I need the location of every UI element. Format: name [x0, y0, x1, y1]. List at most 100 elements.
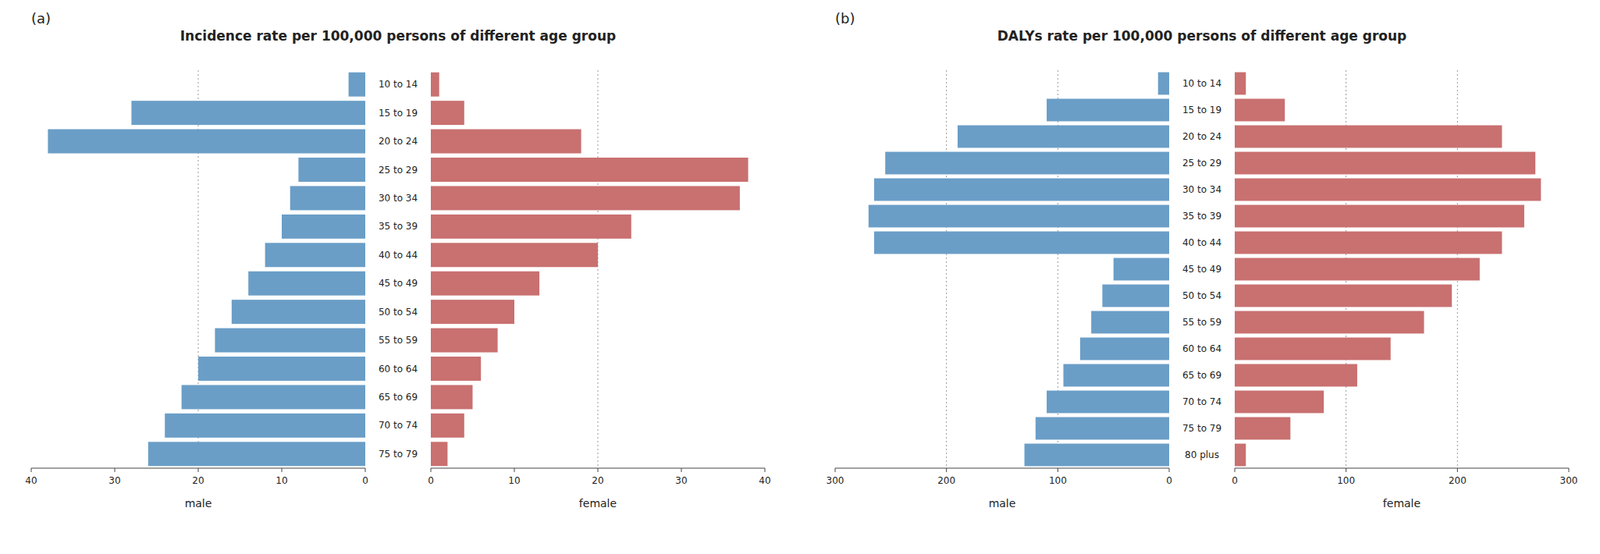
tick-label: 100 [1336, 475, 1355, 487]
tick [1169, 468, 1170, 473]
bar [874, 231, 1170, 255]
bar [248, 271, 366, 296]
category-label: 45 to 49 [1182, 263, 1222, 275]
tick [198, 468, 200, 473]
bar [430, 242, 598, 267]
category-label: 65 to 69 [378, 391, 418, 403]
bar [148, 441, 366, 466]
tick-label: 200 [937, 475, 956, 487]
bar [1091, 311, 1170, 335]
panel: 0100200300male [826, 70, 1173, 510]
bar [164, 413, 366, 438]
panel: 010203040male [24, 70, 368, 510]
tick [1568, 468, 1570, 473]
bar [348, 72, 366, 97]
chart: DALYs rate per 100,000 persons of differ… [826, 10, 1579, 510]
tick-label: 0 [1166, 475, 1173, 487]
bar [181, 384, 366, 409]
panel: 010203040female [427, 70, 771, 510]
x-axis-line [1234, 468, 1569, 470]
bar [1080, 337, 1170, 361]
bar [1113, 258, 1170, 281]
bar [1046, 99, 1170, 122]
category-label: 10 to 14 [1182, 78, 1222, 89]
tick [1345, 468, 1347, 473]
bar [430, 384, 473, 409]
bar [1234, 364, 1358, 388]
category-label: 65 to 69 [1182, 369, 1222, 381]
category-label: 20 to 24 [1182, 131, 1222, 143]
tick-label: 100 [1048, 475, 1067, 487]
bar [430, 157, 749, 182]
chart: Incidence rate per 100,000 persons of di… [24, 10, 771, 510]
bar [430, 129, 582, 154]
bars [430, 72, 749, 467]
bar [1234, 99, 1285, 122]
bar [430, 271, 540, 296]
axis-label: female [579, 497, 617, 510]
category-label: 60 to 64 [378, 363, 418, 375]
bar [1234, 337, 1391, 361]
tick [1234, 468, 1236, 473]
bar [430, 185, 740, 210]
tick-label: 300 [826, 475, 845, 487]
category-label: 25 to 29 [1182, 157, 1222, 169]
panel: 0100200300female [1231, 70, 1578, 510]
bar [1234, 258, 1480, 281]
category-label: 20 to 24 [378, 135, 418, 147]
category-label: 35 to 39 [1182, 210, 1222, 222]
category-label: 80 plus [1184, 449, 1220, 461]
category-label: 10 to 14 [378, 78, 418, 90]
bar [430, 441, 448, 466]
bar [1234, 231, 1502, 255]
tick [764, 468, 766, 473]
bar [430, 100, 465, 125]
axis-label: male [184, 497, 213, 510]
tick-label: 10 [508, 475, 520, 487]
tick-label: 30 [675, 475, 687, 487]
category-label: 30 to 34 [1182, 184, 1222, 196]
bar [265, 242, 366, 267]
tick-label: 20 [591, 475, 604, 487]
bar [231, 299, 366, 324]
bar [1234, 72, 1246, 96]
bar [198, 356, 366, 381]
background [0, 0, 1600, 554]
category-label: 60 to 64 [1182, 343, 1222, 355]
bar [1035, 417, 1170, 441]
bar [430, 299, 515, 324]
panel-label: (b) [835, 10, 855, 27]
bar [1063, 364, 1170, 388]
bars [47, 72, 366, 467]
bar [874, 178, 1170, 202]
tick-label: 0 [427, 475, 434, 487]
bar [131, 100, 366, 125]
tick [597, 468, 599, 473]
bar [430, 72, 440, 97]
tick [114, 468, 116, 473]
category-label: 15 to 19 [1182, 104, 1222, 116]
tick [835, 468, 836, 473]
bar [1234, 205, 1525, 228]
tick-label: 30 [108, 475, 121, 487]
tick-label: 0 [362, 475, 369, 487]
tick-label: 0 [1231, 475, 1238, 487]
bar [1234, 391, 1324, 414]
bar [430, 214, 632, 239]
category-label: 15 to 19 [378, 107, 418, 119]
tick [1057, 468, 1059, 473]
category-label: 40 to 44 [1182, 237, 1222, 249]
bar [885, 152, 1170, 175]
x-axis-line [835, 468, 1170, 470]
category-label: 55 to 59 [1182, 316, 1222, 328]
category-label: 50 to 54 [378, 306, 418, 318]
tick [365, 468, 367, 473]
category-label: 30 to 34 [378, 192, 418, 204]
bar [1024, 444, 1170, 467]
category-label: 75 to 79 [378, 448, 418, 460]
bar [214, 328, 366, 353]
bar [290, 185, 366, 210]
bar [47, 129, 366, 154]
category-label: 55 to 59 [378, 334, 418, 346]
bar [868, 205, 1170, 228]
